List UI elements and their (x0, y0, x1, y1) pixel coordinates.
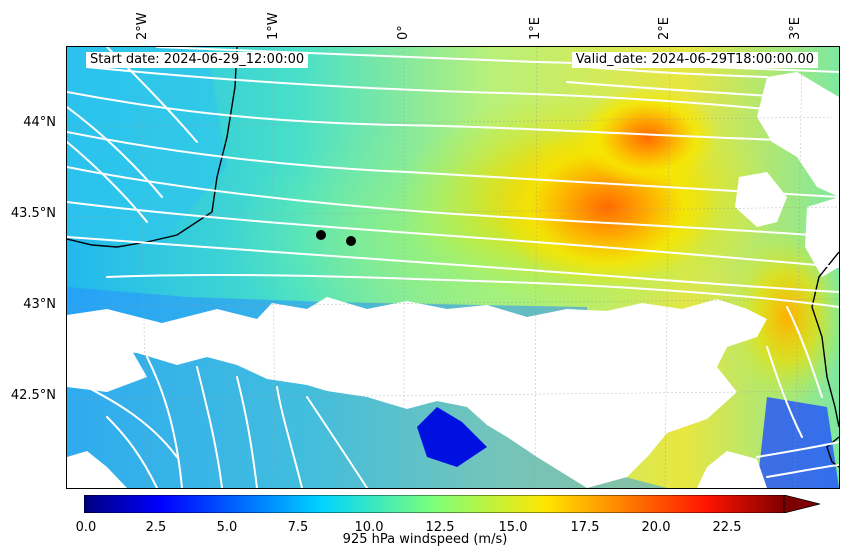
valid-date-label: Valid_date: 2024-06-29T18:00:00.00 (571, 52, 818, 68)
colorbar-tick-2: 5.0 (216, 520, 238, 535)
colorbar-tick-9: 22.5 (712, 520, 742, 535)
marker-station-1 (316, 230, 326, 240)
colorbar-tick-4: 10.0 (354, 520, 384, 535)
map-canvas (67, 47, 839, 488)
colorbar-tick-0: 0.0 (75, 520, 97, 535)
colorbar-extend-arrow (783, 495, 820, 513)
lon-label-2e: 2°E (657, 17, 672, 40)
field-hot-core-2 (577, 87, 717, 187)
colorbar-tick-5: 12.5 (425, 520, 455, 535)
colorbar-tick-3: 7.5 (287, 520, 309, 535)
colorbar-tick-7: 17.5 (570, 520, 600, 535)
streamlines (67, 47, 839, 488)
field-deep-blue (417, 407, 487, 467)
mask-east-patch (735, 172, 787, 227)
colorbar-tick-1: 2.5 (145, 520, 167, 535)
mask-east-patch-2 (805, 197, 839, 277)
mask-coast-sw (67, 337, 147, 392)
mask-southwest (67, 451, 127, 488)
lon-label-2w: 2°W (135, 12, 150, 40)
windspeed-map (66, 46, 840, 489)
lat-label-43n: 43°N (23, 297, 56, 312)
mask-northeast (757, 72, 839, 197)
colorbar-tick-6: 15.0 (498, 520, 528, 535)
mask-pyrenees (67, 297, 767, 488)
lon-label-3e: 3°E (788, 17, 803, 40)
lon-label-1e: 1°E (528, 17, 543, 40)
lat-label-44n: 44°N (23, 115, 56, 130)
mask-southeast (697, 451, 767, 488)
lat-label-42-5n: 42.5°N (10, 388, 56, 403)
graticule (67, 47, 839, 488)
lat-label-43-5n: 43.5°N (10, 206, 56, 221)
colorbar-fill (84, 495, 785, 513)
lon-label-0: 0° (396, 25, 411, 40)
start-date-label: Start date: 2024-06-29_12:00:00 (86, 52, 309, 68)
colorbar-label: 925 hPa windspeed (m/s) (342, 532, 508, 547)
colorbar (84, 495, 820, 513)
lon-label-1w: 1°W (266, 12, 281, 40)
field-deep-blue-2 (757, 397, 839, 488)
marker-station-2 (346, 236, 356, 246)
colorbar-tick-8: 20.0 (641, 520, 671, 535)
